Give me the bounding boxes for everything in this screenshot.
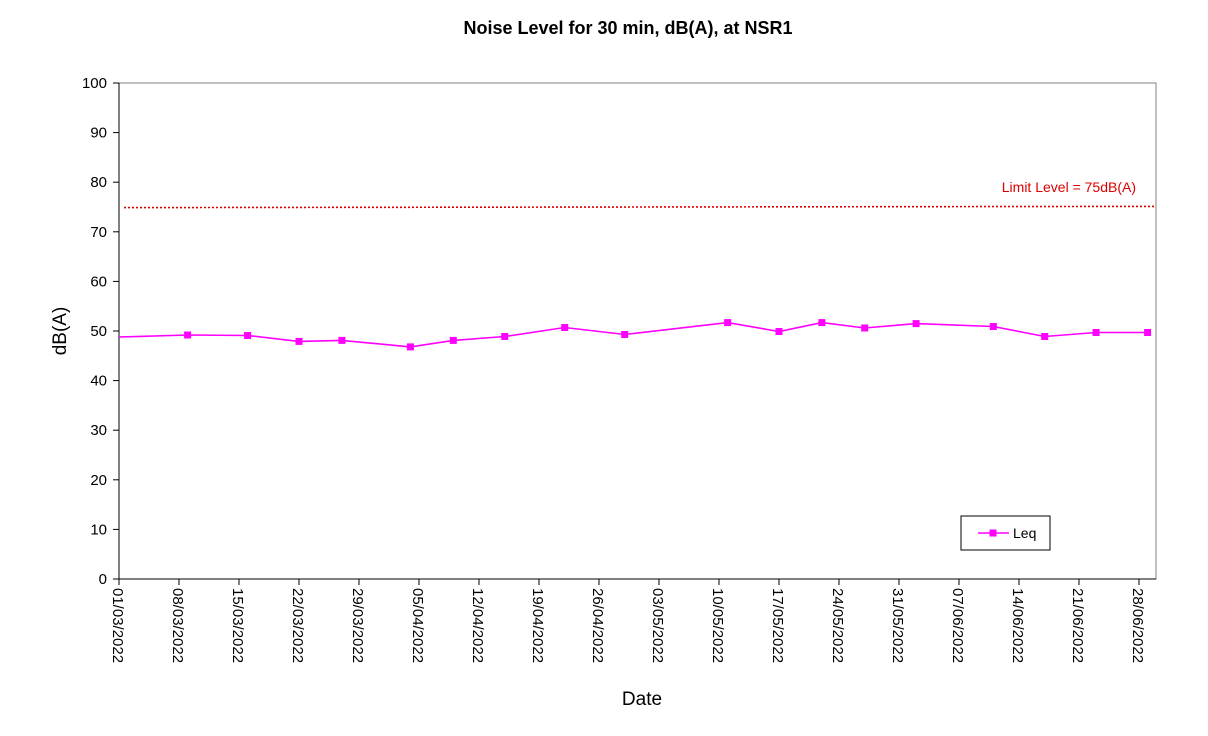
data-point [1092,329,1100,336]
x-tick-label: 28/06/2022 [1129,588,1146,663]
data-point [818,319,826,327]
x-tick-label: 24/05/2022 [829,588,846,663]
data-point [861,324,869,332]
limit-label: Limit Level = 75dB(A) [1002,179,1136,195]
data-point [295,337,303,345]
x-tick-label: 21/06/2022 [1069,588,1086,663]
y-tick-label: 70 [90,224,107,241]
x-tick-label: 15/03/2022 [229,588,246,663]
y-tick-label: 20 [90,472,107,489]
y-tick-label: 30 [90,422,107,439]
data-point [406,343,414,351]
data-point [501,333,509,340]
data-point [621,331,629,338]
x-tick-label: 14/06/2022 [1009,588,1026,663]
data-point [184,331,192,339]
x-tick-label: 01/03/2022 [109,588,126,663]
x-tick-label: 22/03/2022 [289,588,306,663]
y-tick-label: 50 [90,323,107,340]
data-point [1144,329,1152,336]
legend-marker-swatch [989,529,997,537]
data-point [338,336,346,344]
data-point [989,323,997,330]
chart-title: Noise Level for 30 min, dB(A), at NSR1 [463,18,792,38]
y-axis-title: dB(A) [50,307,71,356]
y-tick-label: 60 [90,273,107,290]
y-tick-label: 0 [99,571,107,588]
data-point [561,324,569,331]
x-axis: 01/03/2022 08/03/2022 15/03/2022 22/03/2022… [109,578,1156,663]
data-point [912,320,920,328]
limit-level: Limit Level = 75dB(A) [123,179,1156,209]
x-tick-label: 19/04/2022 [529,588,546,663]
y-axis: 0 10 20 30 40 50 60 70 80 90 100 [82,75,120,588]
y-tick-label: 100 [82,75,107,92]
legend-label-leq: Leq [1013,525,1036,541]
x-tick-label: 31/05/2022 [889,588,906,663]
x-tick-label: 07/06/2022 [949,588,966,663]
x-tick-label: 10/05/2022 [709,588,726,663]
data-point [244,332,252,339]
plot-area [118,82,1157,580]
x-tick-label: 03/05/2022 [649,588,666,663]
y-tick-label: 90 [90,125,107,142]
x-axis-title: Date [622,689,662,710]
x-tick-label: 26/04/2022 [589,588,606,663]
x-tick-label: 17/05/2022 [769,588,786,663]
legend: Leq [960,515,1051,551]
data-point [724,319,732,327]
y-tick-label: 40 [90,373,107,390]
series-leq [118,319,1152,351]
data-point [775,328,783,335]
x-tick-label: 05/04/2022 [409,588,426,663]
y-tick-label: 10 [90,521,107,538]
data-point [1041,333,1049,340]
data-point [449,336,457,344]
x-tick-label: 29/03/2022 [349,588,366,663]
x-tick-label: 08/03/2022 [169,588,186,663]
x-tick-label: 12/04/2022 [469,588,486,663]
y-tick-label: 80 [90,174,107,191]
